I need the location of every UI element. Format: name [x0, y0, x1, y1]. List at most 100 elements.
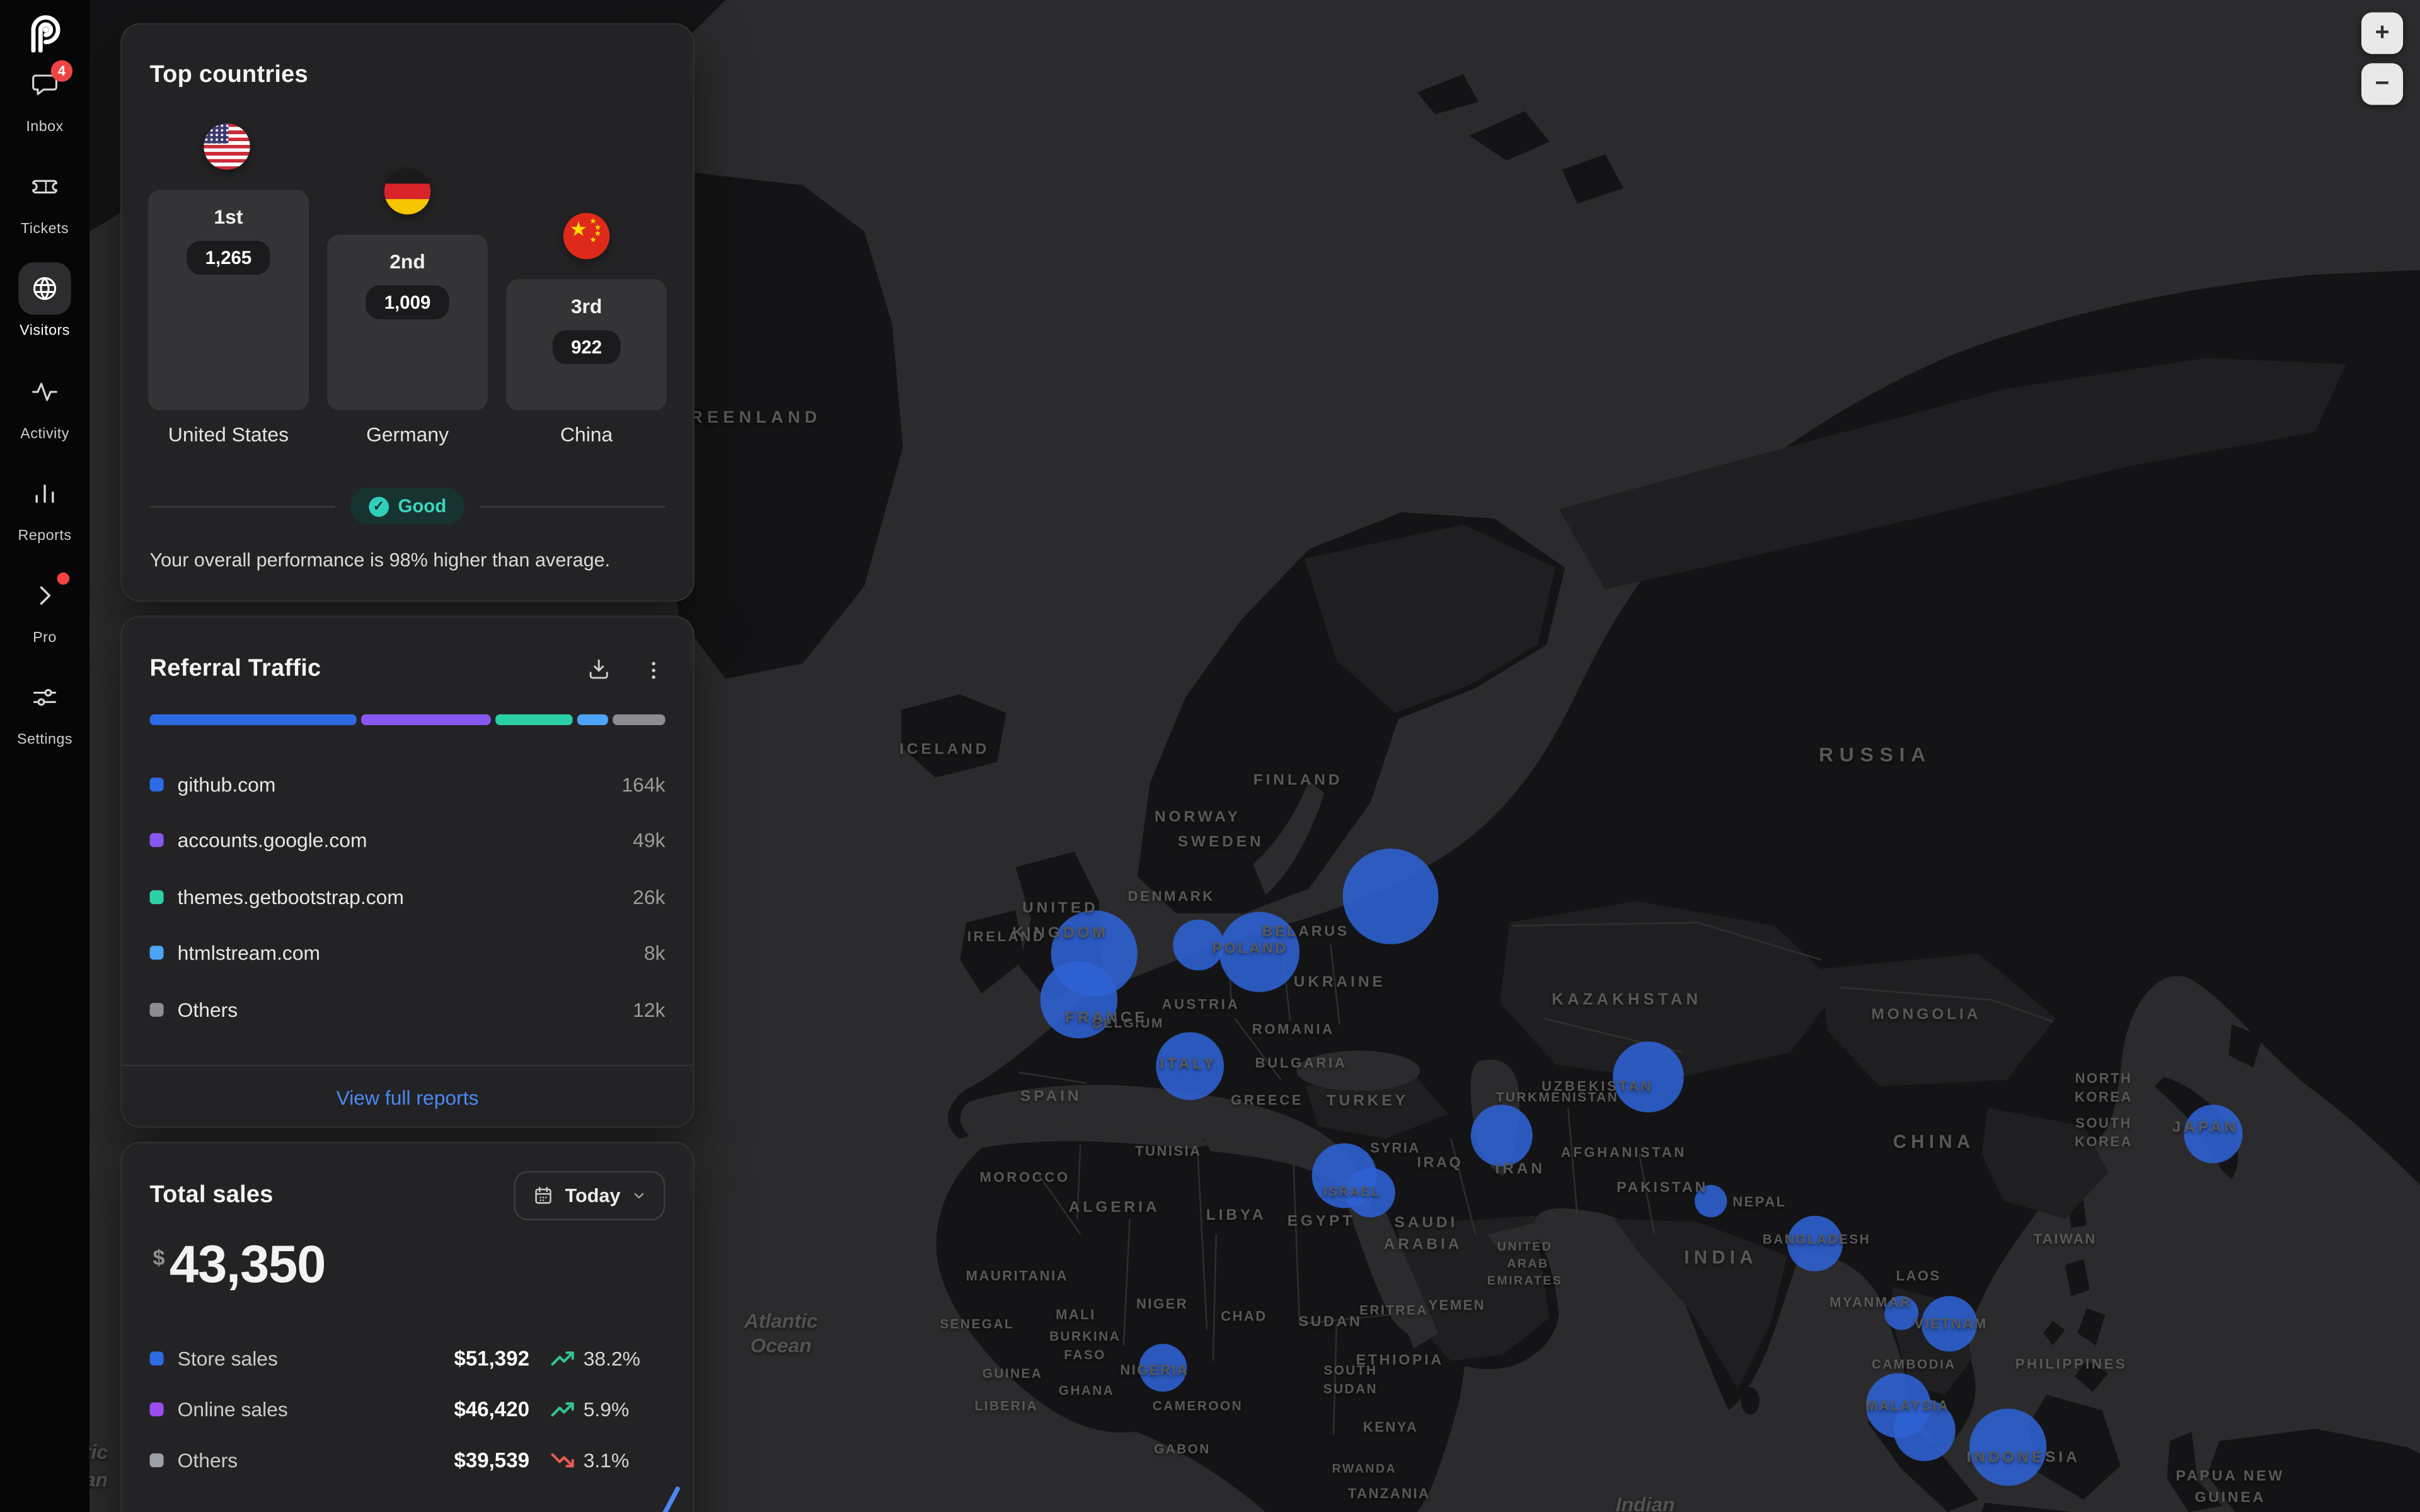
map-label: SAUDI	[1394, 1215, 1458, 1232]
sidebar-item-label: Reports	[18, 527, 72, 545]
status-badge: ✓ Good	[350, 487, 465, 525]
map-bubble[interactable]	[1470, 1104, 1533, 1167]
map-zoom-controls: + −	[2361, 12, 2404, 105]
map-label: TANZANIA	[1347, 1486, 1431, 1501]
map-label: ERITREA	[1359, 1302, 1428, 1318]
sales-row: Online sales $46,420 5.9%	[149, 1395, 666, 1423]
map-label: IRAQ	[1417, 1155, 1463, 1172]
podium-rank: 3rd	[570, 294, 602, 318]
map-label: GUINEA	[2194, 1489, 2266, 1507]
map-label: BANGLADESH	[1762, 1231, 1871, 1247]
map-label: CHINA	[1893, 1131, 1975, 1153]
map-label: SOUTH	[2075, 1115, 2132, 1131]
map-label: BELARUS	[1262, 923, 1349, 941]
map-bubble[interactable]	[1040, 961, 1118, 1039]
map-bubble[interactable]	[1342, 848, 1439, 944]
app-logo-icon[interactable]	[24, 11, 66, 60]
podium-bar-1st: 1st 1,265	[148, 190, 309, 411]
map-label: ETHIOPIA	[1356, 1352, 1444, 1370]
map-bubble[interactable]	[1693, 1184, 1727, 1217]
card-footer: View full reports	[122, 1064, 693, 1126]
podium-rank: 2nd	[389, 249, 425, 273]
sliders-icon	[31, 684, 59, 711]
podium-bar-3rd: 3rd 922	[506, 279, 667, 411]
view-full-reports-link[interactable]: View full reports	[336, 1086, 479, 1109]
map-label: UNITED	[1022, 900, 1098, 917]
map-label: GREECE	[1231, 1092, 1304, 1108]
legend-bullet	[149, 832, 164, 847]
referral-row: themes.getbootstrap.com 26k	[149, 883, 666, 910]
map-label: SWEDEN	[1177, 833, 1264, 851]
map-bubble[interactable]	[1172, 919, 1223, 970]
status-row: ✓ Good	[149, 487, 666, 525]
sidebar-item-pro[interactable]: Pro	[0, 572, 89, 647]
map-label: PAKISTAN	[1616, 1179, 1708, 1197]
map-bubble[interactable]	[1613, 1041, 1684, 1113]
map-bubble[interactable]	[1787, 1215, 1843, 1271]
check-icon: ✓	[368, 496, 389, 517]
map-bubble[interactable]	[1219, 912, 1300, 992]
map-label: TAIWAN	[2033, 1231, 2097, 1247]
map-bubble[interactable]	[1884, 1296, 1919, 1331]
sidebar-item-visitors[interactable]: Visitors	[0, 262, 89, 340]
sidebar-item-inbox[interactable]: 4 Inbox	[0, 60, 89, 136]
bar-segment	[576, 714, 608, 726]
sidebar-item-settings[interactable]: Settings	[0, 684, 89, 748]
map-label: TURKEY	[1326, 1093, 1409, 1111]
legend-bullet	[149, 1452, 164, 1467]
map-label: CAMEROON	[1152, 1397, 1243, 1414]
referral-row: Others 12k	[149, 995, 666, 1023]
sidebar-item-label: Pro	[33, 629, 57, 647]
map-label: NORWAY	[1154, 809, 1241, 827]
country-name: China	[560, 423, 613, 446]
map-label: UNITED	[1497, 1239, 1553, 1254]
bar-segment	[361, 714, 491, 726]
sidebar-item-reports[interactable]: Reports	[0, 480, 89, 545]
sales-sparkline	[662, 1486, 680, 1512]
sidebar-item-label: Inbox	[26, 118, 64, 136]
map-label: MALAYSIA	[1865, 1397, 1950, 1414]
sidebar-item-tickets[interactable]: Tickets	[0, 173, 89, 238]
map-label: ITALY	[1160, 1056, 1218, 1074]
map-label: PAPUA NEW	[2175, 1468, 2285, 1486]
total-sales-card: Total sales Today $ 43,350	[120, 1142, 695, 1512]
sidebar-item-activity[interactable]: Activity	[0, 378, 89, 443]
map-bubble[interactable]	[1922, 1296, 1978, 1352]
ocean-label: Indian	[1615, 1492, 1675, 1512]
map-label: PHILIPPINES	[2015, 1356, 2128, 1372]
map-zoom-out-button[interactable]: −	[2361, 63, 2404, 105]
map-label: POLAND	[1212, 940, 1288, 958]
map-label: UZBEKISTAN	[1541, 1078, 1654, 1094]
activity-icon	[31, 378, 59, 406]
map-bubble[interactable]	[1893, 1399, 1956, 1462]
kebab-menu-button[interactable]	[642, 658, 666, 681]
map-bubble[interactable]	[1156, 1032, 1224, 1101]
referral-row: accounts.google.com 49k	[149, 825, 666, 853]
map-label: FASO	[1064, 1346, 1106, 1363]
card-title: Top countries	[149, 61, 308, 88]
map-label: LIBYA	[1206, 1207, 1267, 1225]
map-label: NORTH	[2075, 1070, 2133, 1087]
map-label: NIGERIA	[1120, 1362, 1189, 1378]
period-select-button[interactable]: Today	[514, 1171, 666, 1221]
map-bubble[interactable]	[1969, 1408, 2047, 1486]
map-label: TURKMENISTAN	[1495, 1089, 1619, 1105]
map-label: FINLAND	[1253, 772, 1343, 789]
map-label: MYANMAR	[1829, 1294, 1912, 1310]
map-label: KINGDOM	[1012, 925, 1109, 942]
map-bubble[interactable]	[1138, 1343, 1187, 1391]
map-label: MOROCCO	[979, 1169, 1070, 1185]
map-label: ISRAEL	[1323, 1183, 1381, 1199]
map-bubble[interactable]	[2184, 1104, 2243, 1164]
map-label: SYRIA	[1370, 1140, 1420, 1156]
country-name: United States	[168, 423, 289, 446]
map-zoom-in-button[interactable]: +	[2361, 12, 2404, 54]
map-label: INDIA	[1684, 1246, 1758, 1269]
map-bubble[interactable]	[1345, 1167, 1395, 1218]
inbox-badge: 4	[50, 60, 73, 82]
download-button[interactable]	[587, 657, 611, 682]
map-label: SUDAN	[1323, 1380, 1378, 1397]
top-countries-card: Top countries ★ ★ ★ ★ ★ 1st 1,265 2nd 1,…	[120, 23, 695, 602]
legend-bullet	[149, 1002, 164, 1016]
